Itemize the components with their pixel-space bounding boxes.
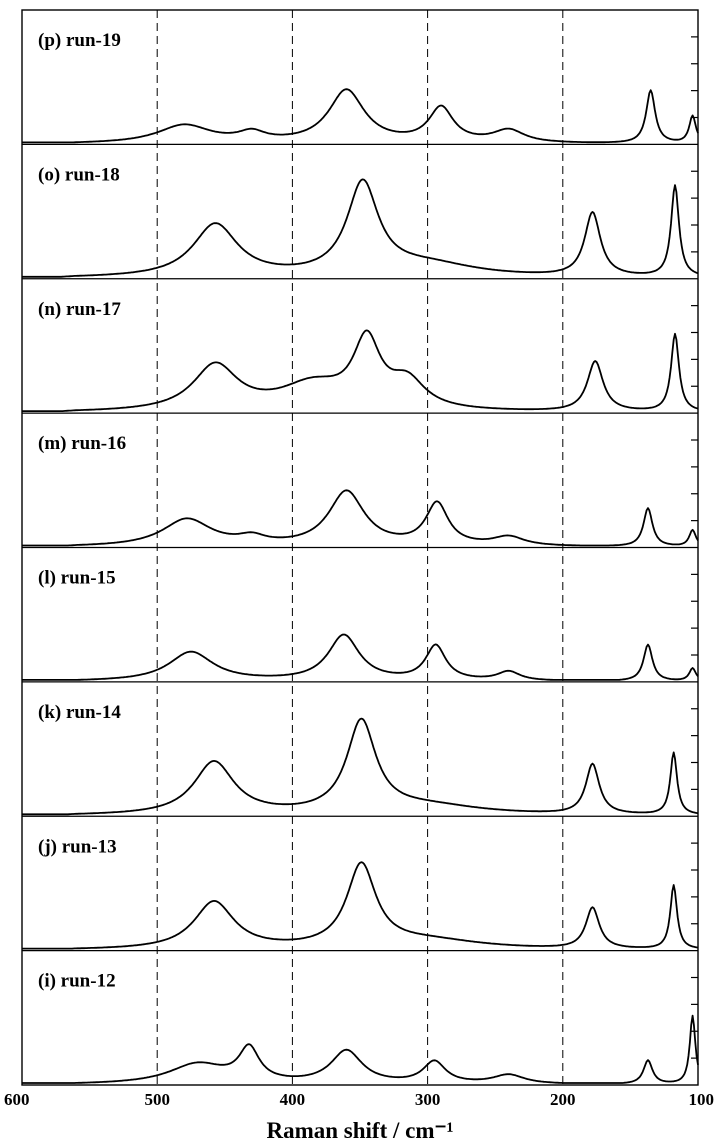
panel-label: (p) run-19 — [38, 30, 121, 51]
spectrum-trace — [22, 1014, 699, 1084]
panel-label: (n) run-17 — [38, 299, 121, 320]
spectrum-trace — [22, 861, 699, 950]
x-tick-label: 200 — [550, 1090, 576, 1109]
panel-label: (o) run-18 — [38, 164, 120, 185]
spectrum-panel: (o) run-18 — [22, 164, 699, 280]
x-tick-label: 400 — [280, 1090, 306, 1109]
spectrum-panel: (k) run-14 — [22, 702, 699, 817]
panel-label: (m) run-16 — [38, 433, 126, 454]
spectrum-panel: (p) run-19 — [22, 30, 699, 145]
panel-label: (l) run-15 — [38, 568, 116, 589]
spectrum-trace — [22, 329, 699, 412]
spectrum-panel: (i) run-12 — [22, 971, 699, 1084]
panel-label: (j) run-13 — [38, 836, 117, 857]
x-tick-label: 500 — [144, 1090, 170, 1109]
spectrum-panel: (j) run-13 — [22, 836, 699, 952]
panel-label: (i) run-12 — [38, 971, 116, 992]
spectrum-trace — [22, 88, 699, 144]
panel-label: (k) run-14 — [38, 702, 121, 723]
x-tick-label: 100 — [689, 1090, 715, 1109]
spectrum-trace — [22, 717, 699, 816]
spectrum-panel: (l) run-15 — [22, 568, 699, 683]
plot-frame — [21, 9, 699, 1086]
x-axis-title: Raman shift / cm⁻¹ — [266, 1118, 453, 1143]
spectrum-panel: (n) run-17 — [22, 299, 699, 414]
spectrum-trace — [22, 178, 699, 278]
spectrum-panel: (m) run-16 — [22, 433, 699, 549]
x-tick-label: 300 — [415, 1090, 441, 1109]
spectrum-trace — [22, 489, 699, 547]
spectrum-trace — [22, 633, 699, 681]
x-tick-label: 600 — [4, 1090, 30, 1109]
